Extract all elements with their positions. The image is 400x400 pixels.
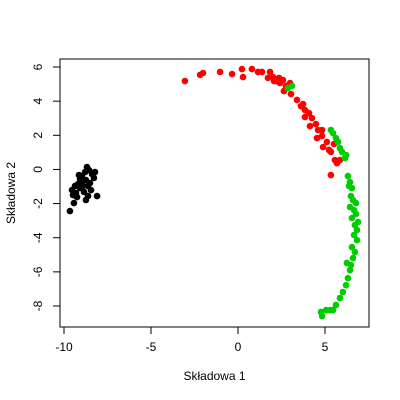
point (77, 178, 85, 186)
point (319, 143, 327, 151)
x-axis-label: Składowa 1 (183, 369, 245, 383)
point (332, 301, 340, 309)
point (339, 288, 347, 296)
point (228, 70, 236, 78)
point (266, 68, 274, 76)
point (318, 126, 326, 134)
point (323, 138, 331, 146)
point (80, 188, 88, 196)
point (346, 266, 354, 274)
point (287, 90, 295, 98)
point (270, 77, 278, 85)
point (258, 68, 266, 76)
point (66, 207, 74, 215)
point (352, 199, 360, 207)
y-tick-label: -6 (31, 266, 45, 277)
point (348, 243, 356, 251)
x-tick-label: 5 (322, 340, 329, 354)
point (351, 248, 359, 256)
point (345, 182, 353, 190)
point (327, 148, 335, 156)
point (348, 214, 356, 222)
point (239, 73, 247, 81)
point (344, 274, 352, 282)
point (312, 120, 320, 128)
point (299, 100, 307, 108)
point (84, 192, 92, 200)
y-tick-label: -2 (31, 198, 45, 209)
point (288, 82, 296, 90)
x-tick-label: 0 (235, 340, 242, 354)
plot-frame (59, 58, 370, 328)
y-tick-label: 6 (31, 63, 45, 70)
point (264, 74, 272, 82)
point (318, 132, 326, 140)
point (301, 113, 309, 121)
y-tick-label: 4 (31, 98, 45, 105)
point (327, 171, 335, 179)
point (293, 96, 301, 104)
point (181, 77, 189, 85)
y-axis-label: Składowa 2 (4, 162, 18, 224)
point (353, 226, 361, 234)
point (91, 168, 99, 176)
point (87, 186, 95, 194)
point (313, 134, 321, 142)
point (199, 69, 207, 77)
point (308, 114, 316, 122)
point (75, 171, 83, 179)
point (69, 191, 77, 199)
point (354, 218, 362, 226)
point (326, 306, 334, 314)
y-tick-label: -4 (31, 232, 45, 243)
point (334, 138, 342, 146)
point (352, 210, 360, 218)
point (349, 254, 357, 262)
y-tick-label: -8 (31, 300, 45, 311)
point (350, 231, 358, 239)
point (336, 156, 344, 164)
point (238, 65, 246, 73)
point (248, 65, 256, 73)
point (86, 179, 94, 187)
point (93, 192, 101, 200)
point (353, 236, 361, 244)
point (344, 172, 352, 180)
y-tick-label: 0 (31, 166, 45, 173)
point (343, 259, 351, 267)
point (70, 199, 78, 207)
point (329, 129, 337, 137)
point (216, 68, 224, 76)
point (336, 294, 344, 302)
point (342, 281, 350, 289)
x-tick-label: -10 (55, 340, 73, 354)
point (306, 122, 314, 130)
y-tick-label: 2 (31, 132, 45, 139)
point (275, 74, 283, 82)
point (90, 174, 98, 182)
x-tick-label: -5 (146, 340, 157, 354)
point (318, 312, 326, 320)
point (342, 151, 350, 159)
